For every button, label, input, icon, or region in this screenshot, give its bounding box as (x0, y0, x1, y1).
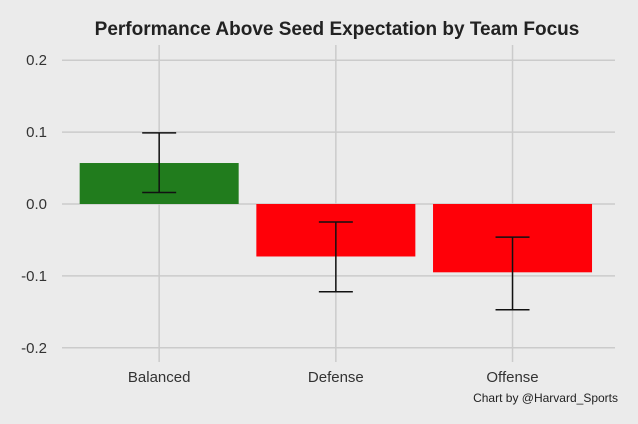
y-tick-label: 0.1 (26, 124, 47, 141)
x-axis: Balanced Defense Offense (128, 369, 539, 386)
y-tick-label: 0.0 (26, 196, 47, 213)
credit-annotation: Chart by @Harvard_Sports (473, 391, 618, 405)
y-tick-label: 0.2 (26, 52, 47, 69)
y-axis: 0.2 0.1 0.0 -0.1 -0.2 (21, 52, 47, 357)
error-bars (142, 132, 530, 311)
x-tick-label: Offense (486, 369, 538, 386)
y-tick-label: -0.1 (21, 268, 47, 285)
chart-title: Performance Above Seed Expectation by Te… (95, 19, 580, 40)
x-tick-label: Defense (308, 369, 364, 386)
y-tick-label: -0.2 (21, 340, 47, 357)
x-tick-label: Balanced (128, 369, 191, 386)
